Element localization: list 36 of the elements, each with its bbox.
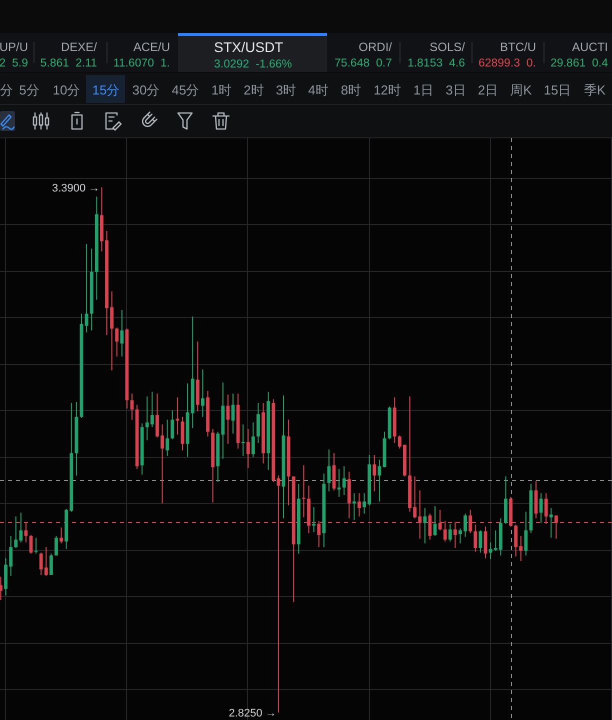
tab-price: 29.861 0.4: [550, 58, 608, 70]
tab-price: 62899.3 0.: [478, 58, 536, 70]
interval: 12时: [374, 82, 402, 98]
tab-price: 2 5.9: [0, 58, 28, 70]
tab-name: ORDI/: [358, 40, 392, 54]
interval: 45分: [172, 82, 200, 98]
interval: 15日: [544, 82, 572, 98]
price-label: 2.8250 →: [228, 708, 276, 720]
price-label: 3.3900 →: [52, 182, 100, 194]
subtitle: 3.0292 -1.66%: [214, 58, 292, 70]
interval: 5分: [19, 82, 40, 98]
interval: 3日: [446, 82, 466, 98]
interval: 周K: [510, 82, 532, 98]
interval: 1时: [211, 82, 232, 98]
tab-price: 5.861 2.11: [40, 58, 97, 70]
tab-name: ACE/U: [133, 40, 170, 54]
tab-price: 75.648 0.7: [334, 58, 392, 70]
interval: 4时: [308, 82, 328, 98]
tab-price: 11.6070 1.: [113, 58, 170, 70]
interval: 10分: [52, 82, 80, 98]
interval: 3时: [276, 82, 296, 98]
interval: 15分: [92, 82, 120, 98]
tab-name: BTC/U: [500, 40, 536, 54]
title: STX/USDT: [214, 39, 284, 55]
tab-name: UP/U: [0, 40, 28, 54]
interval: 季K: [584, 82, 606, 98]
interval: 1日: [413, 82, 434, 98]
tab-price: 1.8153 4.6: [407, 58, 465, 70]
tab-name: AUCTI: [572, 40, 608, 54]
interval: 8时: [340, 82, 362, 98]
tab-name: DEXE/: [60, 40, 97, 54]
interval: 2日: [478, 82, 498, 98]
interval: 2时: [244, 82, 264, 98]
interval: 分: [0, 82, 13, 98]
tab-name: SOLS/: [430, 40, 465, 54]
interval: 30分: [132, 82, 160, 98]
